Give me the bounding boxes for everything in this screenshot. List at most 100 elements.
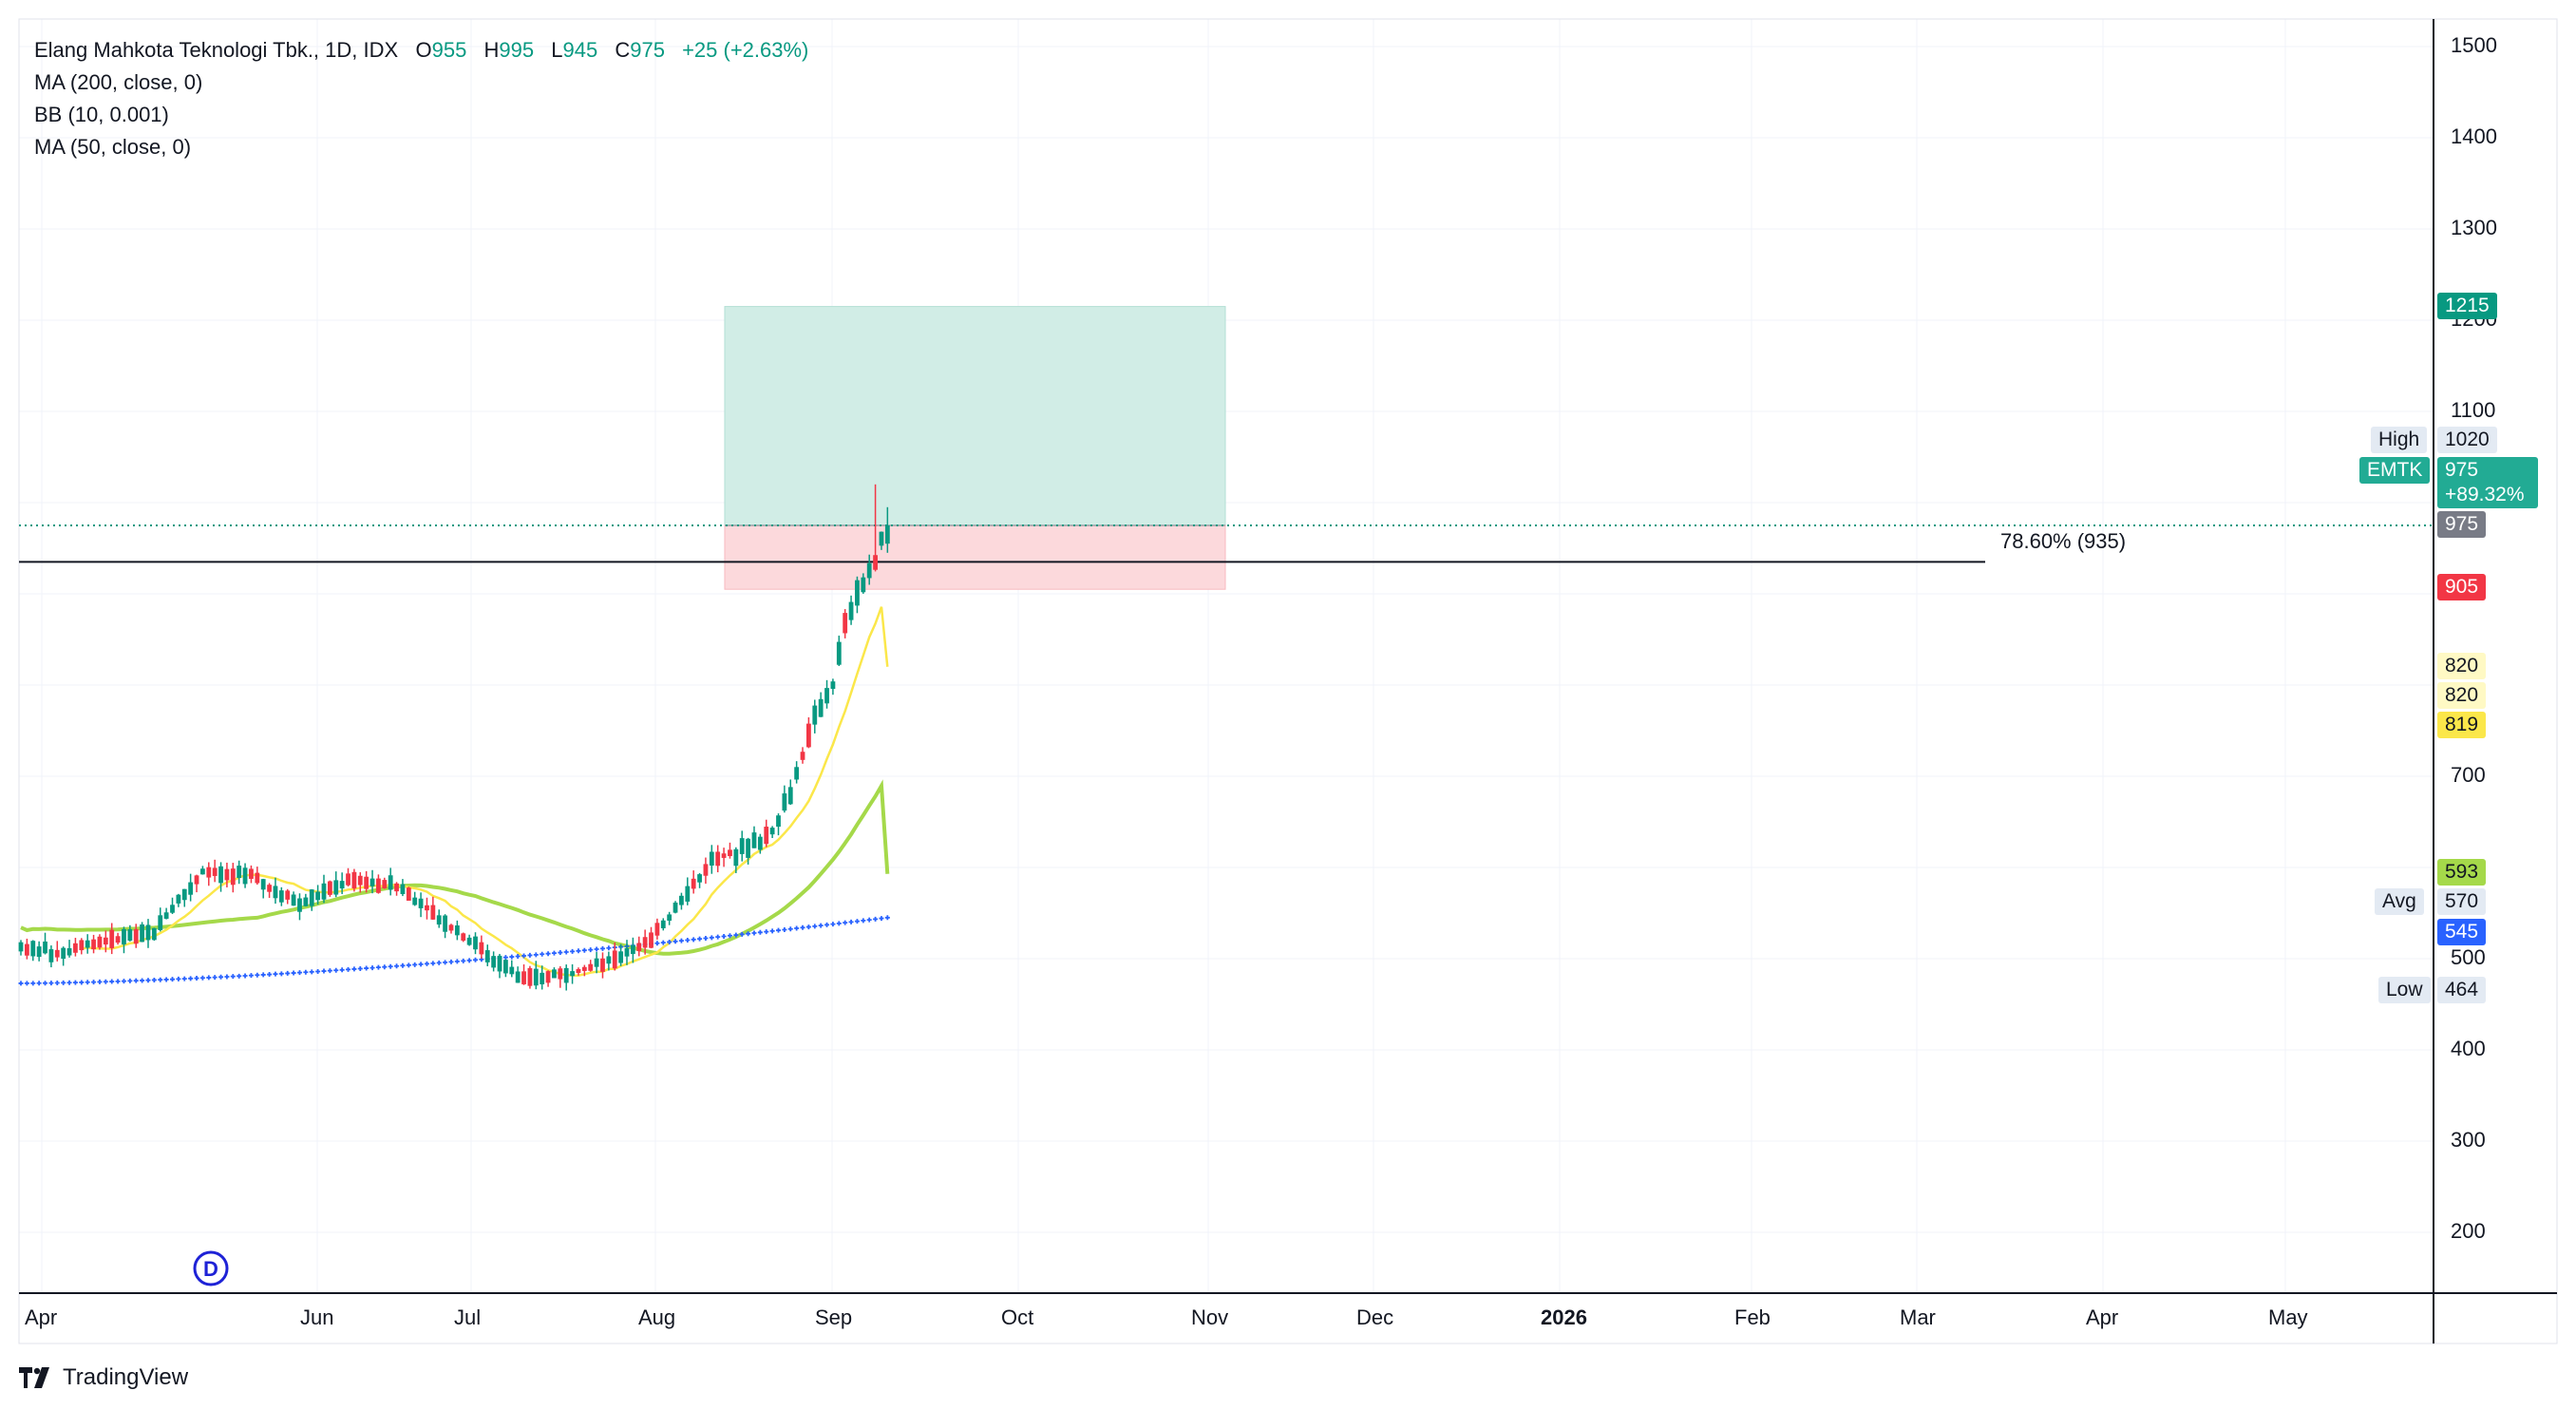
- legend-low-label: L: [551, 38, 563, 62]
- ma-200-marker: [764, 929, 769, 935]
- candle-body: [618, 951, 624, 963]
- event-marker-dividend[interactable]: D: [193, 1250, 229, 1286]
- symbol-price-value: 975: [2445, 459, 2479, 481]
- price-tick: 300: [2451, 1128, 2486, 1152]
- candle-body: [800, 752, 805, 760]
- candle-body: [552, 969, 557, 979]
- ma-200-marker: [351, 966, 357, 972]
- candle-body: [861, 577, 866, 593]
- ma-200-marker: [66, 980, 72, 985]
- ma-200-marker: [854, 919, 860, 924]
- ma-200-marker: [242, 973, 248, 979]
- legend-open-value: 955: [431, 38, 467, 62]
- time-tick: Jun: [300, 1305, 334, 1329]
- ma-200-marker: [158, 977, 163, 982]
- ma-200-marker: [406, 962, 411, 968]
- tradingview-logo[interactable]: TradingView: [19, 1364, 188, 1391]
- candle-body: [479, 942, 484, 955]
- candle-body: [751, 832, 757, 848]
- candle-body: [200, 868, 205, 875]
- ma-200-marker: [884, 915, 890, 921]
- candle-body: [685, 886, 691, 902]
- candle-body: [115, 936, 121, 943]
- candle-body: [728, 849, 732, 857]
- candle-body: [697, 874, 702, 883]
- ma-200-marker: [782, 926, 787, 932]
- candle-body: [848, 601, 854, 620]
- legend-symbol-title[interactable]: Elang Mahkota Teknologi Tbk., 1D, IDX: [34, 38, 399, 62]
- candle-body: [466, 937, 472, 945]
- ma-200-marker: [540, 951, 545, 957]
- symbol-label-tag[interactable]: EMTK: [2359, 457, 2431, 484]
- time-tick: Mar: [1900, 1305, 1936, 1329]
- candle-body: [563, 967, 569, 983]
- ma-200-marker: [660, 940, 666, 945]
- candle-body: [346, 873, 350, 886]
- candle-body: [843, 613, 848, 634]
- candle-body: [746, 838, 750, 858]
- candle-body: [794, 767, 800, 780]
- ma-200-marker: [133, 978, 139, 983]
- ma-200-marker: [466, 958, 472, 963]
- candle-body: [836, 641, 842, 665]
- candle-body: [497, 955, 502, 972]
- chart-border: [18, 18, 2558, 1344]
- ma-50-path: [20, 779, 890, 956]
- ma50-tag: 593: [2437, 859, 2487, 886]
- ma-200-marker: [382, 964, 388, 970]
- last-price-tag: 975: [2437, 511, 2487, 538]
- legend-indicator-bb[interactable]: BB (10, 0.001): [34, 103, 169, 126]
- ma-200-marker: [357, 966, 363, 971]
- candle-body: [448, 924, 454, 931]
- candle-body: [612, 950, 617, 969]
- candle-body: [430, 905, 436, 920]
- candle-body: [461, 933, 466, 941]
- avg-label-tag: Avg: [2375, 888, 2424, 915]
- candle-body: [558, 968, 563, 980]
- price-tick: 700: [2451, 763, 2486, 787]
- candle-body: [703, 864, 709, 876]
- ma-200-marker: [188, 976, 194, 981]
- candle-body: [206, 867, 212, 878]
- candle-body: [660, 920, 666, 929]
- stop-zone: [724, 524, 1226, 590]
- candle-body: [533, 968, 539, 986]
- ma-200-marker: [206, 975, 212, 981]
- bb-upper-tag: 820: [2437, 653, 2487, 679]
- ma-200-marker: [672, 939, 678, 944]
- ma-200-marker: [230, 974, 236, 980]
- ma-200-marker: [303, 969, 309, 975]
- ma-200-marker: [545, 951, 551, 957]
- avg-value-tag: 570: [2437, 888, 2487, 915]
- ma-200-marker: [563, 949, 569, 955]
- ma-200-marker: [739, 931, 745, 937]
- candle-body: [606, 956, 612, 964]
- candle-body: [576, 968, 581, 974]
- ma-200-marker: [54, 980, 60, 985]
- candle-body: [24, 943, 29, 956]
- long-position-tool: [724, 306, 1226, 590]
- legend-indicator-ma200[interactable]: MA (200, close, 0): [34, 70, 203, 94]
- candle-body: [339, 881, 345, 889]
- candle-body: [491, 956, 497, 968]
- ma-200-marker: [751, 930, 757, 936]
- candle-body: [91, 939, 96, 950]
- candle-body: [769, 828, 775, 835]
- stop-price-tag: 905: [2437, 574, 2487, 600]
- legend-indicator-ma50[interactable]: MA (50, close, 0): [34, 135, 192, 159]
- ma-200-marker: [473, 957, 478, 962]
- ma-200-marker: [830, 922, 836, 927]
- candle-body: [224, 868, 230, 881]
- candle-body: [285, 890, 291, 900]
- candle-body: [212, 867, 218, 876]
- legend-low-value: 945: [562, 38, 598, 62]
- ma-200-marker: [248, 973, 254, 979]
- candle-body: [739, 838, 745, 854]
- ma-200-marker: [824, 922, 830, 927]
- candle-body: [776, 815, 781, 828]
- bollinger-band-line: [81, 606, 889, 977]
- candle-body: [66, 947, 72, 956]
- ma-200-marker: [776, 927, 781, 933]
- target-zone: [724, 306, 1226, 526]
